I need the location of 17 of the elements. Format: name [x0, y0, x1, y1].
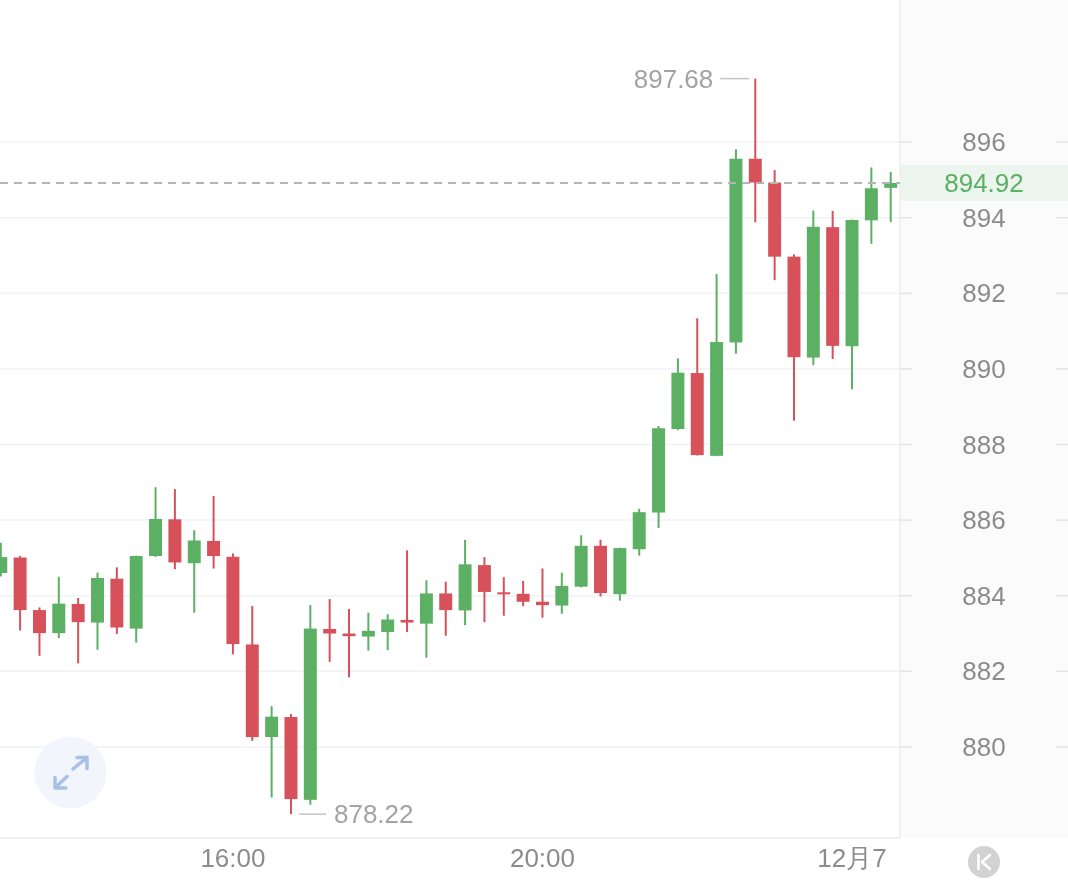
y-tick-label: 896 — [962, 127, 1006, 158]
x-tick-label: 20:00 — [509, 843, 576, 873]
annotation: 878.22 — [333, 799, 414, 830]
y-tick-label: 884 — [962, 580, 1006, 611]
ref-line-label: 894.92 — [944, 167, 1024, 198]
y-tick-label: 888 — [962, 429, 1006, 460]
y-tick-label: 882 — [962, 656, 1006, 687]
annotation: 878.22 — [298, 799, 414, 830]
x-tick-label: 12月7 — [817, 843, 887, 873]
annotation: 897.68 — [633, 63, 714, 94]
y-tick-label: 890 — [962, 353, 1006, 384]
x-tick-label: 16:00 — [200, 843, 266, 873]
y-tick-label: 880 — [962, 731, 1006, 762]
annotation: 897.68 — [633, 63, 751, 94]
y-tick-label: 892 — [962, 278, 1006, 309]
y-tick-label: 894 — [962, 202, 1006, 233]
y-tick-label: 886 — [962, 505, 1006, 536]
